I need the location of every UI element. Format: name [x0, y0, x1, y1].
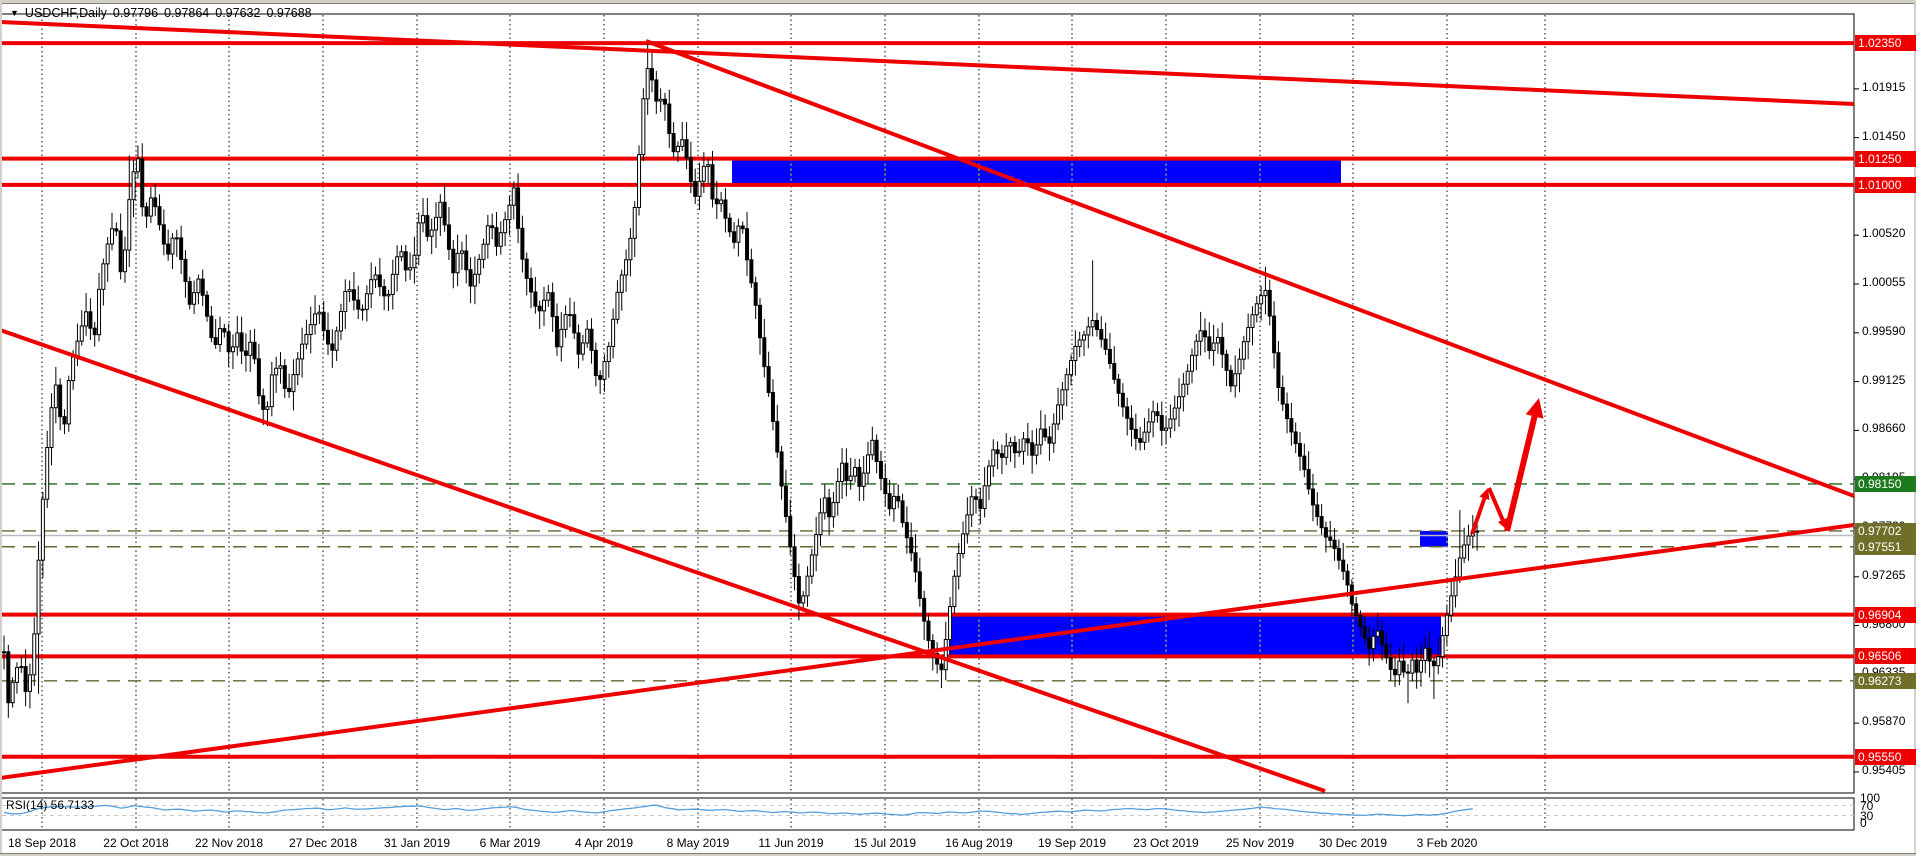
date-label: 31 Jan 2019 [383, 836, 451, 850]
price-tick-label: 1.00055 [1862, 274, 1906, 289]
candles [2, 42, 1480, 718]
price-tick-label: 1.01915 [1862, 79, 1906, 94]
rsi-pane [1, 797, 1855, 831]
date-label: 4 Apr 2019 [574, 836, 634, 850]
supply-demand-rectangle [1420, 530, 1448, 547]
date-label: 19 Sep 2019 [1037, 836, 1107, 850]
rsi-axis-label: 30 [1860, 808, 1874, 823]
projection-arrow-head [1525, 398, 1544, 419]
projection-arrow-shaft [1487, 487, 1505, 521]
ohlc-low: 0.97632 [215, 6, 261, 20]
olive-level-price-box: 0.97702 [1855, 522, 1916, 539]
window-border-left [0, 0, 2, 856]
rsi-indicator-label: RSI(14) 56.7133 [6, 798, 95, 812]
main-pane [1, 13, 1855, 794]
price-tick-label: 1.01450 [1862, 128, 1906, 143]
date-label: 30 Dec 2019 [1318, 836, 1388, 850]
symbol-dropdown-icon: ▼ [10, 8, 19, 18]
date-label: 8 May 2019 [666, 836, 730, 850]
date-label: 3 Feb 2020 [1416, 836, 1478, 850]
ohlc-close: 0.97688 [266, 6, 312, 20]
date-axis[interactable]: 18 Sep 2018 22 Oct 2018 22 Nov 2018 27 Dec … [0, 836, 1916, 853]
red-trendline [645, 39, 1855, 498]
rsi-axis-label: 100 [1860, 791, 1881, 805]
window-border-top [0, 0, 1916, 4]
rsi-axis-label: 70 [1860, 798, 1874, 813]
red-level-price-box: 1.02350 [1855, 35, 1916, 52]
red-level-price-box: 1.01250 [1855, 150, 1916, 167]
price-axis[interactable]: 1.01915 1.01450 1.00520 1.00055 0.99590 0.991… [1855, 0, 1916, 856]
red-level-price-box: 0.96904 [1855, 606, 1916, 623]
symbol-title: ▼ USDCHF,Daily 0.97796 0.97864 0.97632 0… [10, 6, 312, 20]
price-tick-label: 0.95870 [1862, 714, 1906, 729]
red-trendline [0, 328, 1326, 793]
price-tick-label: 0.95405 [1862, 762, 1906, 777]
rsi-line [3, 804, 1473, 817]
date-label: 23 Oct 2019 [1133, 836, 1199, 850]
date-label: 6 Mar 2019 [479, 836, 541, 850]
green-level-price-box: 0.98150 [1855, 475, 1916, 492]
supply-demand-rectangle [949, 614, 1441, 657]
date-label: 22 Nov 2018 [194, 836, 264, 850]
supply-demand-rectangle [732, 158, 1341, 185]
date-label: 22 Oct 2018 [103, 836, 169, 850]
red-level-price-box: 1.01000 [1855, 176, 1916, 193]
price-tick-label: 0.99590 [1862, 323, 1906, 338]
date-label: 18 Sep 2018 [7, 836, 77, 850]
symbol-name: USDCHF,Daily [24, 6, 107, 20]
red-trendline [0, 20, 1855, 106]
red-level-price-box: 0.96506 [1855, 648, 1916, 665]
ohlc-high: 0.97864 [164, 6, 210, 20]
date-label: 16 Aug 2019 [945, 836, 1013, 850]
olive-level-price-box: 0.96273 [1855, 672, 1916, 689]
rsi-axis-label: 0 [1860, 816, 1867, 830]
window-border-bottom [0, 853, 1916, 856]
projection-arrow-shaft [1504, 415, 1538, 532]
olive-level-price-box: 0.97551 [1855, 538, 1916, 555]
price-tick-label: 1.00520 [1862, 226, 1906, 241]
date-label: 15 Jul 2019 [853, 836, 917, 850]
window-border-right [1914, 0, 1916, 856]
projection-arrow-head [1479, 488, 1490, 501]
red-trendline [0, 523, 1855, 780]
red-level-price-box: 0.95550 [1855, 748, 1916, 765]
price-tick-label: 0.99125 [1862, 372, 1906, 387]
price-tick-label: 0.97265 [1862, 567, 1906, 582]
date-label: 11 Jun 2019 [758, 836, 824, 850]
price-tick-label: 0.98660 [1862, 421, 1906, 436]
date-label: 25 Nov 2019 [1225, 836, 1295, 850]
ohlc-open: 0.97796 [112, 6, 159, 20]
date-label: 27 Dec 2018 [288, 836, 358, 850]
projection-arrow-shaft [1470, 497, 1487, 535]
